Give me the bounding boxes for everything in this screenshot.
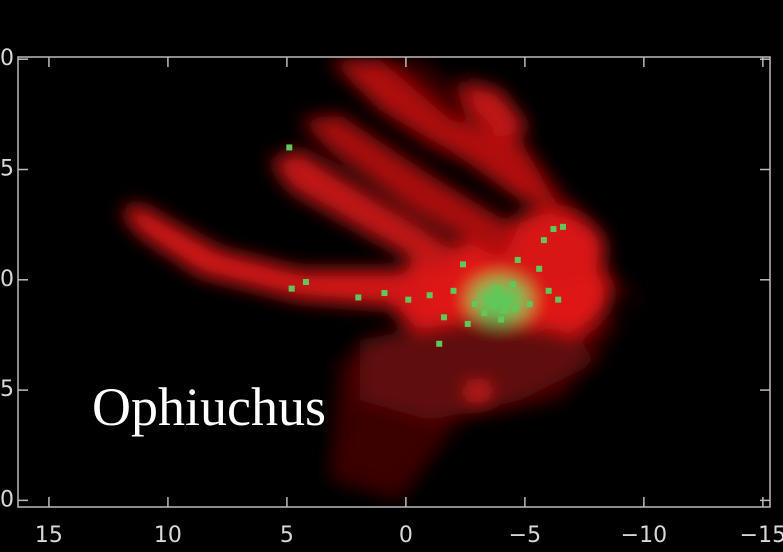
x-tick-label: −15 <box>740 523 783 548</box>
point <box>471 301 478 308</box>
y-tick-label: 10 <box>0 487 14 512</box>
y-tick-label: 10 <box>0 46 14 71</box>
y-tick-label: 0 <box>0 267 14 292</box>
point <box>493 285 500 292</box>
point <box>545 287 552 294</box>
point <box>550 226 557 233</box>
annotation: Ophiuchus <box>92 377 326 437</box>
point <box>405 296 412 303</box>
axes: 15 10 5 0 −5 −10 −15 10 5 0 -5 10 <box>0 46 783 548</box>
point <box>559 223 566 230</box>
point <box>495 292 502 299</box>
point <box>500 307 507 314</box>
cloud <box>120 60 640 500</box>
point <box>498 316 505 323</box>
point <box>512 305 519 312</box>
y-tick-label: 5 <box>0 157 14 182</box>
point <box>288 285 295 292</box>
y-tick-label: -5 <box>0 377 14 402</box>
point <box>464 320 471 327</box>
point <box>355 294 362 301</box>
point <box>514 256 521 263</box>
x-tick-label: 10 <box>154 523 182 548</box>
x-tick-label: 0 <box>399 523 413 548</box>
plot-frame <box>17 56 771 508</box>
point <box>426 292 433 299</box>
point <box>486 296 493 303</box>
point <box>536 265 543 272</box>
x-tick-label: −5 <box>509 523 541 548</box>
point <box>302 279 309 285</box>
point <box>526 301 533 308</box>
x-tick-label: 5 <box>280 523 294 548</box>
point <box>555 296 562 303</box>
point <box>460 261 467 268</box>
point <box>509 281 516 288</box>
point <box>381 290 388 297</box>
x-tick-label: −10 <box>621 523 667 548</box>
x-tick-label: 15 <box>35 523 63 548</box>
point <box>450 287 457 294</box>
point <box>540 237 547 244</box>
point <box>505 298 512 305</box>
point <box>481 309 488 316</box>
point <box>286 144 293 151</box>
point <box>436 340 443 347</box>
point <box>490 303 497 310</box>
point <box>440 314 447 321</box>
